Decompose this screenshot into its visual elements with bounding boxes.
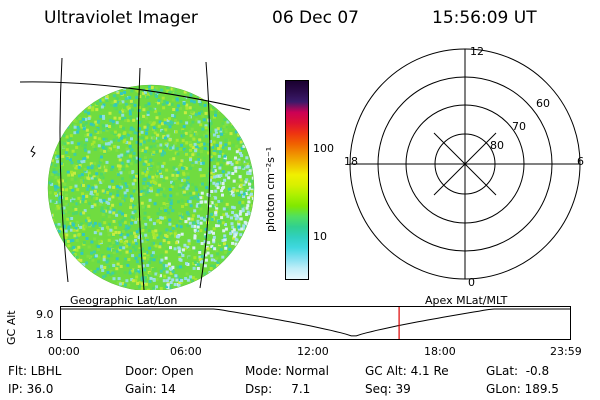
lat-label-60: 60	[536, 97, 550, 110]
timeline-xtick-0600: 06:00	[170, 345, 202, 358]
status-glon: GLon: 189.5	[486, 382, 559, 396]
status-ip: IP: 36.0	[8, 382, 54, 396]
timeline-xtick-1800: 18:00	[424, 345, 456, 358]
geographic-coords-label: Geographic Lat/Lon	[70, 294, 178, 307]
mlt-label-18: 18	[344, 155, 358, 168]
timeline-ytick-high: 9.0	[36, 308, 54, 321]
instrument-title: Ultraviolet Imager	[44, 8, 198, 28]
date-label: 06 Dec 07	[272, 8, 359, 28]
timeline-xtick-0000: 00:00	[48, 345, 80, 358]
altitude-timeline	[60, 306, 571, 340]
timeline-y-label: GC Alt	[5, 310, 18, 345]
status-door: Door: Open	[125, 364, 194, 378]
colorbar-unit-label: photon cm⁻²s⁻¹	[264, 146, 277, 232]
longitude-line	[199, 61, 211, 289]
status-glat: GLat: -0.8	[486, 364, 550, 378]
status-dsp: Dsp: 7.1	[245, 382, 311, 396]
lat-label-80: 80	[490, 139, 504, 152]
apex-coords-label: Apex MLat/MLT	[425, 294, 508, 307]
status-gc-alt: GC Alt: 4.1 Re	[365, 364, 449, 378]
mlt-label-0: 0	[468, 276, 475, 289]
timeline-xtick-2359: 23:59	[550, 345, 582, 358]
timeline-xtick-1200: 12:00	[297, 345, 329, 358]
status-gain: Gain: 14	[125, 382, 176, 396]
timeline-ytick-low: 1.8	[36, 328, 54, 341]
longitude-line	[137, 67, 145, 290]
lat-label-70: 70	[512, 120, 526, 133]
polar-plot	[349, 48, 581, 280]
mlt-label-12: 12	[470, 45, 484, 58]
colorbar	[285, 80, 309, 280]
status-mode: Mode: Normal	[245, 364, 329, 378]
latitude-line	[20, 81, 251, 111]
status-seq: Seq: 39	[365, 382, 411, 396]
time-label: 15:56:09 UT	[432, 8, 537, 28]
colorbar-tick-10: 10	[313, 230, 327, 243]
longitude-line	[59, 57, 69, 283]
coastline	[30, 145, 36, 158]
mlt-label-6: 6	[577, 155, 584, 168]
status-filter: Flt: LBHL	[8, 364, 62, 378]
colorbar-tick-100: 100	[313, 142, 334, 155]
earth-image	[20, 57, 255, 290]
altitude-curve	[60, 308, 571, 337]
